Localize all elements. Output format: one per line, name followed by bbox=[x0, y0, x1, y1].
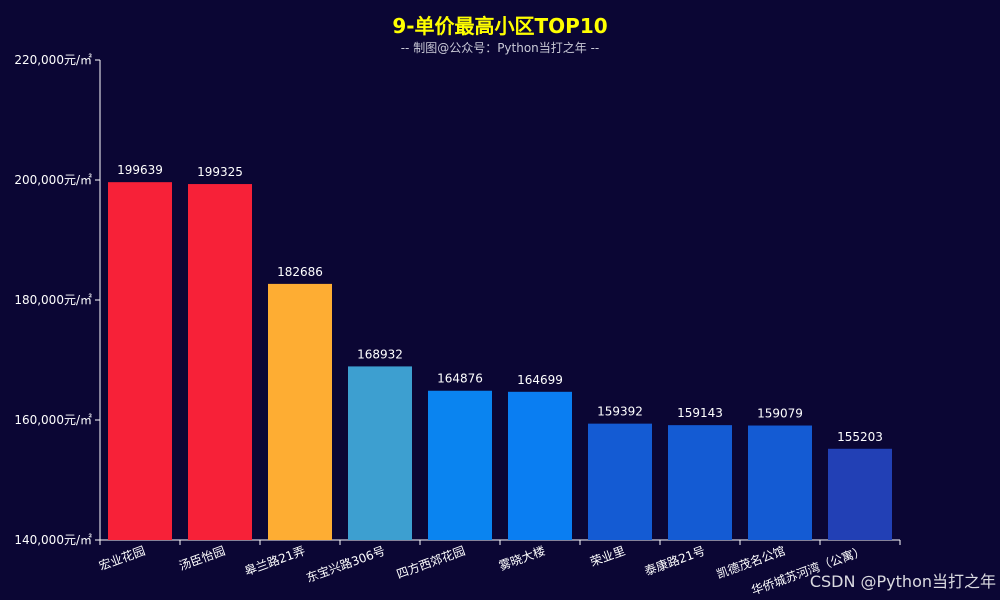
bar bbox=[668, 425, 732, 540]
bar-value-label: 199325 bbox=[197, 165, 243, 179]
x-tick-label: 泰康路21号 bbox=[642, 543, 707, 579]
y-tick-label: 180,000元/㎡ bbox=[14, 293, 92, 307]
bar bbox=[588, 423, 652, 540]
bar-value-label: 159392 bbox=[597, 405, 643, 419]
x-tick-label: 东宝兴路306号 bbox=[304, 543, 387, 585]
bar-value-label: 164699 bbox=[517, 373, 563, 387]
bar bbox=[268, 283, 332, 540]
x-tick-label: 皋兰路21弄 bbox=[242, 543, 307, 579]
y-tick-label: 200,000元/㎡ bbox=[14, 173, 92, 187]
bar-value-label: 159079 bbox=[757, 407, 803, 421]
x-tick-label: 汤臣怡园 bbox=[177, 544, 227, 574]
x-tick-label: 四方西郊花园 bbox=[394, 543, 467, 582]
bar-value-label: 199639 bbox=[117, 163, 163, 177]
chart-subtitle: -- 制图@公众号：Python当打之年 -- bbox=[400, 41, 600, 55]
x-tick-label: 荣业里 bbox=[588, 544, 627, 569]
y-tick-label: 160,000元/㎡ bbox=[14, 413, 92, 427]
bar-value-label: 159143 bbox=[677, 406, 723, 420]
bar bbox=[748, 425, 812, 540]
bar-value-label: 182686 bbox=[277, 265, 323, 279]
bar bbox=[828, 448, 892, 540]
bar-value-label: 164876 bbox=[437, 372, 483, 386]
bar-value-label: 168932 bbox=[357, 347, 403, 361]
bar bbox=[508, 391, 572, 540]
bar bbox=[188, 184, 252, 541]
watermark: CSDN @Python当打之年 bbox=[809, 572, 996, 591]
y-tick-label: 220,000元/㎡ bbox=[14, 53, 92, 67]
bar bbox=[108, 182, 172, 540]
chart-title: 9-单价最高小区TOP10 bbox=[392, 14, 608, 38]
bar-value-label: 155203 bbox=[837, 430, 883, 444]
x-tick-label: 宏业花园 bbox=[97, 543, 147, 574]
x-tick-label: 雾晓大楼 bbox=[497, 543, 547, 574]
bar bbox=[428, 390, 492, 540]
bar bbox=[348, 366, 412, 540]
y-tick-label: 140,000元/㎡ bbox=[14, 533, 92, 547]
